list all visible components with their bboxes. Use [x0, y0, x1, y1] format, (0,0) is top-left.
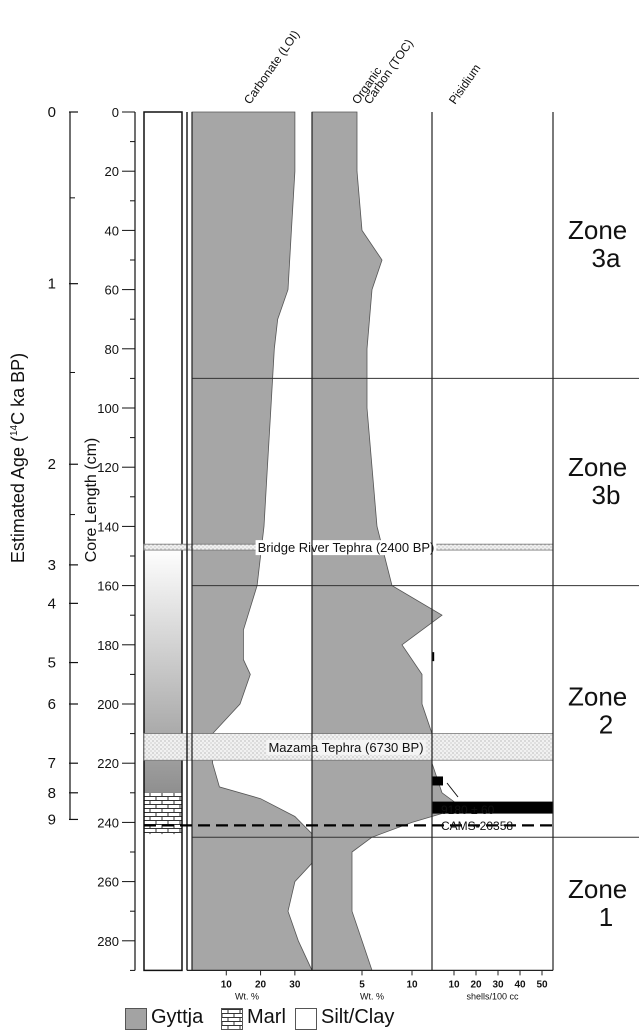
age-axis-label: Estimated Age (14C ka BP): [8, 353, 28, 563]
age-tick-label: 4: [48, 595, 56, 612]
legend-label-silt-clay: Silt/Clay: [321, 1006, 395, 1028]
x-tick-label: 10: [406, 979, 418, 990]
tephra-label-bg: [266, 739, 426, 755]
age-tick-label: 5: [48, 655, 56, 672]
column-unit: Wt. %: [235, 991, 259, 1001]
x-tick-label: 5: [359, 979, 365, 990]
plot-area: Bridge River Tephra (2400 BP) Mazama Teph…: [143, 111, 639, 972]
lithology-marl: [144, 792, 182, 835]
bridge-river-tephra-label: Bridge River Tephra (2400 BP): [258, 540, 435, 555]
age-tick-label: 3: [48, 557, 56, 574]
age-tick-label: 0: [48, 104, 56, 121]
depth-tick-label: 20: [105, 164, 119, 179]
column-unit: Wt. %: [360, 991, 384, 1001]
x-tick-label: 20: [255, 979, 267, 990]
depth-tick-label: 220: [97, 756, 119, 771]
depth-tick-label: 60: [105, 283, 119, 298]
legend-swatch-gyttja: [125, 1008, 147, 1030]
zone-label-number: 2: [599, 709, 613, 739]
zone-label-title: Zone: [568, 681, 627, 711]
legend-swatch-silt-clay: [295, 1008, 317, 1030]
age-tick-label: 6: [48, 696, 56, 713]
column-header: Carbonate (LOI): [241, 28, 302, 107]
lithology-silt-clay: [144, 834, 182, 971]
pisidium-bar: [432, 776, 443, 786]
legend-swatch-marl: [221, 1008, 243, 1030]
depth-axis: 0 20 40 60 80 100 120 140 160 180 200 220 240 260 280: [97, 105, 136, 971]
lithology-column: [143, 111, 183, 972]
zone-label-number: 1: [599, 902, 613, 932]
depth-axis-label: Core Length (cm): [83, 438, 100, 563]
date-leader-line: [446, 782, 459, 798]
tephra-label-bg: [255, 540, 437, 556]
date-lab-code: CAMS-20358: [441, 819, 513, 833]
legend: Gyttja Marl Silt/Clay: [0, 1004, 639, 1034]
age-axis: 0 1 2 3 4 5 6 7 8 9: [48, 104, 78, 828]
zone-label-number: 3b: [592, 480, 621, 510]
depth-tick-label: 240: [97, 815, 119, 830]
zone-label-title: Zone: [568, 452, 627, 482]
depth-tick-label: 140: [97, 519, 119, 534]
age-tick-label: 2: [48, 456, 56, 473]
depth-tick-label: 80: [105, 342, 119, 357]
x-tick-label: 30: [289, 979, 301, 990]
legend-label-gyttja: Gyttja: [151, 1006, 204, 1028]
depth-tick-label: 260: [97, 875, 119, 890]
zone-label-number: 3a: [592, 243, 621, 273]
x-tick-label: 30: [492, 979, 504, 990]
x-tick-label: 50: [536, 979, 548, 990]
zone-label-title: Zone: [568, 874, 627, 904]
depth-tick-label: 160: [97, 579, 119, 594]
depth-tick-label: 120: [97, 460, 119, 475]
mazama-tephra-label: Mazama Tephra (6730 BP): [268, 740, 423, 755]
lithology-frame: [143, 111, 183, 972]
zone-label-title: Zone: [568, 215, 627, 245]
age-tick-label: 8: [48, 785, 56, 802]
column-header: Pisidium: [446, 62, 483, 107]
depth-tick-label: 200: [97, 697, 119, 712]
depth-tick-label: 100: [97, 401, 119, 416]
age-tick-label: 9: [48, 811, 56, 828]
depth-tick-label: 0: [112, 105, 119, 120]
x-tick-label: 20: [470, 979, 482, 990]
depth-tick-label: 280: [97, 934, 119, 949]
date-annotation: 9180 ± 60 CAMS-20358: [441, 782, 513, 833]
legend-label-marl: Marl: [247, 1006, 286, 1028]
depth-tick-label: 40: [105, 223, 119, 238]
x-tick-label: 10: [448, 979, 460, 990]
x-tick-label: 10: [221, 979, 233, 990]
column-unit: shells/100 cc: [466, 991, 519, 1001]
age-tick-label: 1: [48, 276, 56, 293]
depth-tick-label: 180: [97, 638, 119, 653]
lithology-silt-clay: [144, 112, 182, 548]
age-tick-label: 7: [48, 755, 56, 772]
pisidium-bar: [432, 801, 553, 814]
x-tick-label: 40: [514, 979, 526, 990]
date-value: 9180 ± 60: [441, 803, 495, 817]
pisidium-bar: [432, 652, 435, 662]
